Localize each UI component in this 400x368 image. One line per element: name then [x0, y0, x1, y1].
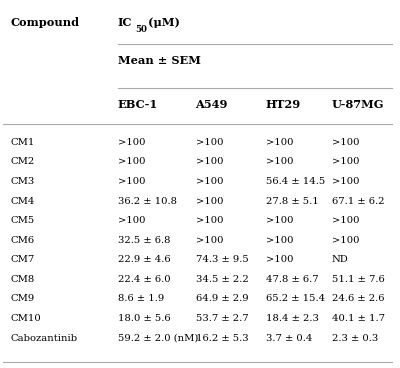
Text: >100: >100 — [266, 255, 293, 264]
Text: CM9: CM9 — [10, 294, 35, 303]
Text: 36.2 ± 10.8: 36.2 ± 10.8 — [118, 197, 177, 206]
Text: >100: >100 — [266, 158, 293, 166]
Text: 65.2 ± 15.4: 65.2 ± 15.4 — [266, 294, 325, 303]
Text: Mean ± SEM: Mean ± SEM — [118, 55, 200, 66]
Text: CM3: CM3 — [10, 177, 35, 186]
Text: 24.6 ± 2.6: 24.6 ± 2.6 — [332, 294, 384, 303]
Text: >100: >100 — [266, 138, 293, 147]
Text: 50: 50 — [135, 25, 147, 34]
Text: 34.5 ± 2.2: 34.5 ± 2.2 — [196, 275, 248, 284]
Text: >100: >100 — [196, 236, 223, 245]
Text: CM2: CM2 — [10, 158, 35, 166]
Text: 47.8 ± 6.7: 47.8 ± 6.7 — [266, 275, 318, 284]
Text: >100: >100 — [118, 177, 145, 186]
Text: 51.1 ± 7.6: 51.1 ± 7.6 — [332, 275, 385, 284]
Text: CM5: CM5 — [10, 216, 35, 225]
Text: >100: >100 — [332, 236, 360, 245]
Text: CM6: CM6 — [10, 236, 35, 245]
Text: Cabozantinib: Cabozantinib — [10, 333, 78, 343]
Text: HT29: HT29 — [266, 99, 301, 110]
Text: 53.7 ± 2.7: 53.7 ± 2.7 — [196, 314, 248, 323]
Text: 22.9 ± 4.6: 22.9 ± 4.6 — [118, 255, 170, 264]
Text: 67.1 ± 6.2: 67.1 ± 6.2 — [332, 197, 384, 206]
Text: >100: >100 — [196, 197, 223, 206]
Text: >100: >100 — [266, 216, 293, 225]
Text: 74.3 ± 9.5: 74.3 ± 9.5 — [196, 255, 248, 264]
Text: >100: >100 — [196, 158, 223, 166]
Text: 40.1 ± 1.7: 40.1 ± 1.7 — [332, 314, 385, 323]
Text: >100: >100 — [118, 216, 145, 225]
Text: >100: >100 — [118, 138, 145, 147]
Text: >100: >100 — [196, 216, 223, 225]
Text: A549: A549 — [196, 99, 228, 110]
Text: CM7: CM7 — [10, 255, 35, 264]
Text: >100: >100 — [332, 158, 360, 166]
Text: >100: >100 — [118, 158, 145, 166]
Text: Compound: Compound — [10, 17, 80, 28]
Text: 16.2 ± 5.3: 16.2 ± 5.3 — [196, 333, 248, 343]
Text: (μM): (μM) — [144, 17, 180, 28]
Text: >100: >100 — [196, 177, 223, 186]
Text: 3.7 ± 0.4: 3.7 ± 0.4 — [266, 333, 312, 343]
Text: IC: IC — [118, 17, 132, 28]
Text: 32.5 ± 6.8: 32.5 ± 6.8 — [118, 236, 170, 245]
Text: 8.6 ± 1.9: 8.6 ± 1.9 — [118, 294, 164, 303]
Text: >100: >100 — [332, 138, 360, 147]
Text: 18.0 ± 5.6: 18.0 ± 5.6 — [118, 314, 170, 323]
Text: 64.9 ± 2.9: 64.9 ± 2.9 — [196, 294, 248, 303]
Text: >100: >100 — [332, 177, 360, 186]
Text: >100: >100 — [332, 216, 360, 225]
Text: 22.4 ± 6.0: 22.4 ± 6.0 — [118, 275, 170, 284]
Text: 27.8 ± 5.1: 27.8 ± 5.1 — [266, 197, 318, 206]
Text: 18.4 ± 2.3: 18.4 ± 2.3 — [266, 314, 318, 323]
Text: U-87MG: U-87MG — [332, 99, 384, 110]
Text: CM8: CM8 — [10, 275, 35, 284]
Text: 59.2 ± 2.0 (nM): 59.2 ± 2.0 (nM) — [118, 333, 198, 343]
Text: >100: >100 — [196, 138, 223, 147]
Text: CM4: CM4 — [10, 197, 35, 206]
Text: CM10: CM10 — [10, 314, 41, 323]
Text: ND: ND — [332, 255, 349, 264]
Text: CM1: CM1 — [10, 138, 35, 147]
Text: EBC-1: EBC-1 — [118, 99, 158, 110]
Text: 2.3 ± 0.3: 2.3 ± 0.3 — [332, 333, 378, 343]
Text: 56.4 ± 14.5: 56.4 ± 14.5 — [266, 177, 325, 186]
Text: >100: >100 — [266, 236, 293, 245]
